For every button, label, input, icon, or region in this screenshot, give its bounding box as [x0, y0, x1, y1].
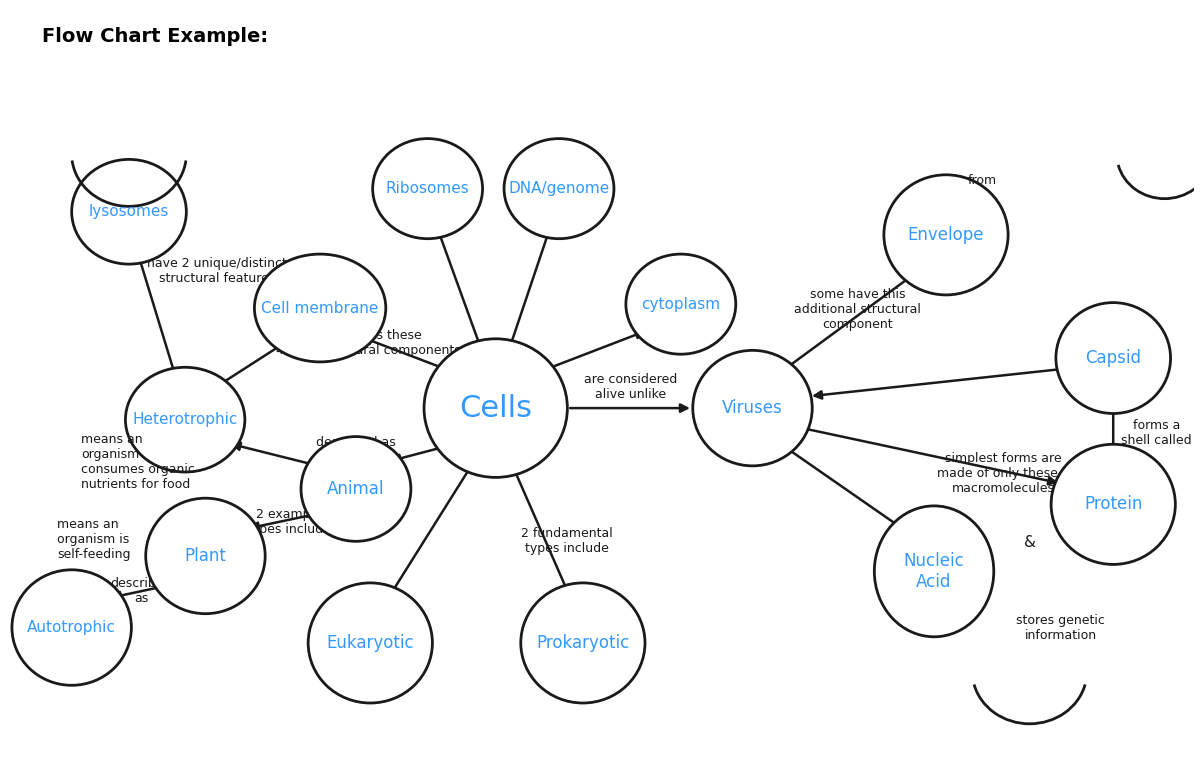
Ellipse shape [1051, 444, 1175, 564]
Text: Cells: Cells [460, 393, 532, 423]
Text: Envelope: Envelope [907, 226, 984, 244]
Text: Capsid: Capsid [1085, 349, 1141, 367]
Text: Eukaryotic: Eukaryotic [326, 634, 414, 652]
Ellipse shape [875, 506, 994, 637]
Text: Animal: Animal [328, 480, 385, 498]
Text: described as: described as [316, 437, 396, 449]
Text: means an
organism is
self-feeding: means an organism is self-feeding [58, 517, 131, 561]
Text: all possess these
4 core structural components: all possess these 4 core structural comp… [276, 329, 461, 357]
Text: Plant: Plant [185, 547, 227, 565]
Text: Ribosomes: Ribosomes [385, 181, 469, 196]
Text: lysosomes: lysosomes [89, 204, 169, 219]
Ellipse shape [884, 175, 1008, 295]
Text: means an
organism
consumes organic
nutrients for food: means an organism consumes organic nutri… [82, 433, 196, 491]
Text: stores genetic
information: stores genetic information [1016, 614, 1105, 641]
Text: Flow Chart Example:: Flow Chart Example: [42, 27, 268, 46]
Text: 2 fundamental
types include: 2 fundamental types include [522, 527, 613, 554]
Ellipse shape [1056, 303, 1170, 413]
Text: are considered
alive unlike: are considered alive unlike [584, 373, 677, 400]
Ellipse shape [692, 350, 812, 466]
Text: 2 example
types include: 2 example types include [247, 508, 331, 536]
Ellipse shape [254, 254, 386, 362]
Ellipse shape [373, 139, 482, 239]
Text: Prokaryotic: Prokaryotic [536, 634, 630, 652]
Text: cytoplasm: cytoplasm [641, 296, 720, 312]
Text: Viruses: Viruses [722, 399, 782, 417]
Text: described
as: described as [110, 578, 172, 605]
Ellipse shape [301, 437, 410, 541]
Ellipse shape [504, 139, 614, 239]
Text: Protein: Protein [1084, 495, 1142, 514]
Text: have 2 unique/distinct
structural features: have 2 unique/distinct structural featur… [148, 257, 287, 285]
Text: some have this
additional structural
component: some have this additional structural com… [794, 288, 922, 331]
Ellipse shape [626, 254, 736, 354]
Ellipse shape [424, 339, 568, 477]
Ellipse shape [308, 583, 432, 703]
Text: Nucleic
Acid: Nucleic Acid [904, 552, 965, 591]
Text: Cell membrane: Cell membrane [262, 300, 379, 316]
Text: &: & [1024, 535, 1036, 551]
Text: Autotrophic: Autotrophic [28, 620, 116, 635]
Text: simplest forms are
made of only these 2
macromolecules: simplest forms are made of only these 2 … [937, 452, 1069, 495]
Text: from: from [967, 175, 996, 187]
Ellipse shape [521, 583, 646, 703]
Text: Heterotrophic: Heterotrophic [132, 412, 238, 427]
Ellipse shape [145, 498, 265, 614]
Text: forms a
shell called: forms a shell called [1121, 419, 1192, 447]
Ellipse shape [126, 367, 245, 472]
Ellipse shape [12, 570, 131, 685]
Ellipse shape [72, 159, 186, 264]
Text: DNA/genome: DNA/genome [509, 181, 610, 196]
